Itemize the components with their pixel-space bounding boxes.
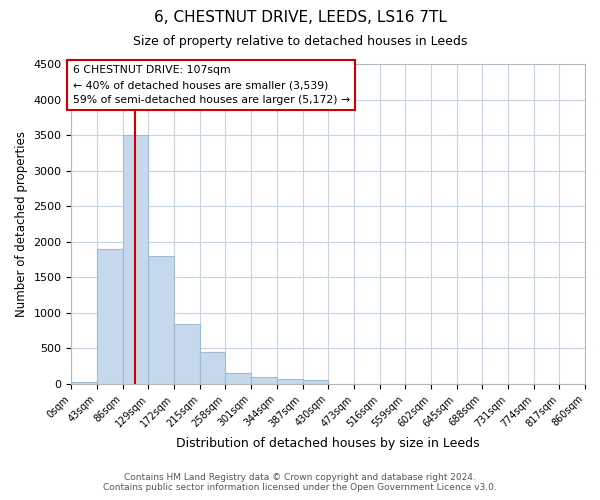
Bar [302, 380, 328, 384]
Bar [71, 382, 97, 384]
Text: 6 CHESTNUT DRIVE: 107sqm
← 40% of detached houses are smaller (3,539)
59% of sem: 6 CHESTNUT DRIVE: 107sqm ← 40% of detach… [73, 66, 350, 105]
Text: 6, CHESTNUT DRIVE, LEEDS, LS16 7TL: 6, CHESTNUT DRIVE, LEEDS, LS16 7TL [154, 10, 446, 25]
Text: Contains HM Land Registry data © Crown copyright and database right 2024.
Contai: Contains HM Land Registry data © Crown c… [103, 473, 497, 492]
Y-axis label: Number of detached properties: Number of detached properties [15, 131, 28, 317]
Bar [123, 135, 148, 384]
Bar [200, 352, 226, 384]
Bar [97, 249, 123, 384]
X-axis label: Distribution of detached houses by size in Leeds: Distribution of detached houses by size … [176, 437, 480, 450]
Text: Size of property relative to detached houses in Leeds: Size of property relative to detached ho… [133, 35, 467, 48]
Bar [251, 377, 277, 384]
Bar [174, 324, 200, 384]
Bar [226, 372, 251, 384]
Bar [148, 256, 174, 384]
Bar [277, 379, 302, 384]
